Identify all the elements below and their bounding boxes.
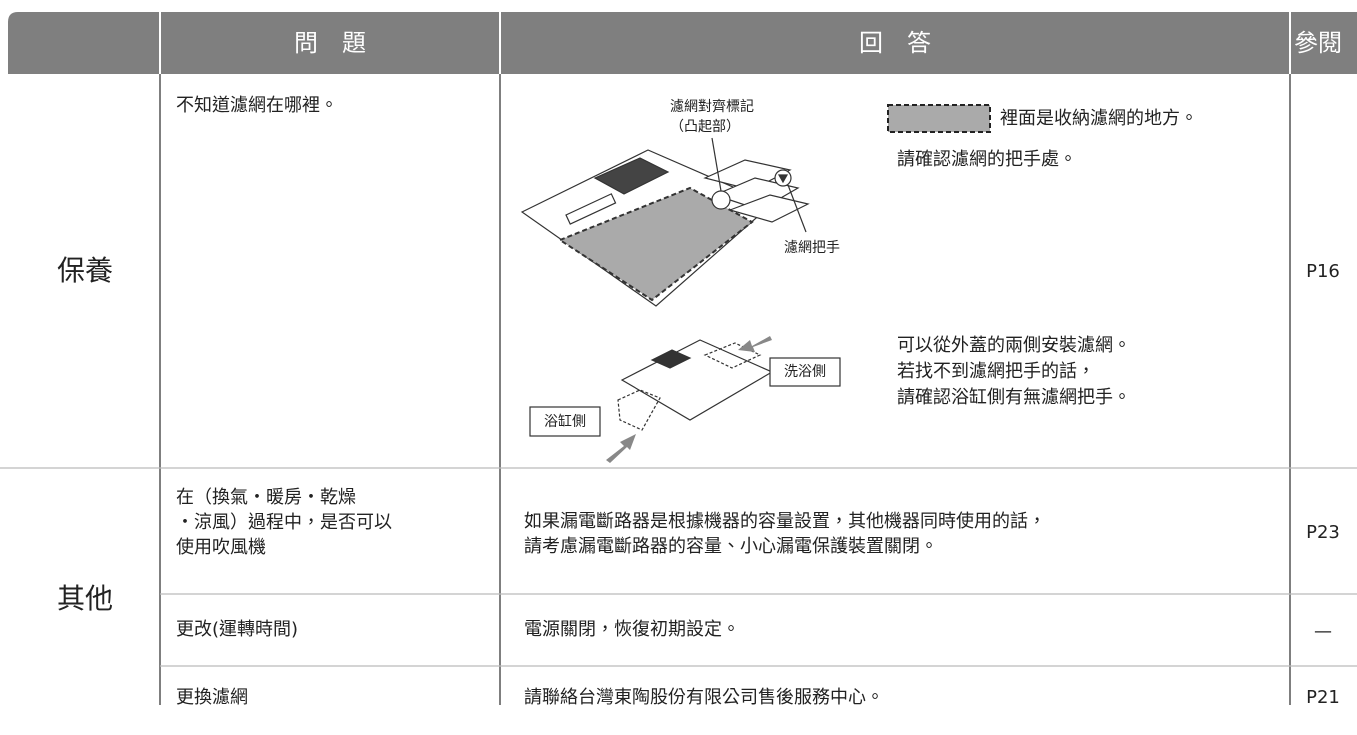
side-diagram xyxy=(529,339,841,437)
category: 其他 xyxy=(57,582,113,615)
header-answer: 回 答 xyxy=(859,29,931,57)
unit-diagram xyxy=(520,137,810,307)
answer-text: 如果漏電斷路器是根據機器的容量設置，其他機器同時使用的話， xyxy=(524,511,1046,532)
question: 不知道濾網在哪裡。 xyxy=(176,95,338,116)
answer-text: 可以從外蓋的兩側安裝濾網。 xyxy=(897,335,1131,356)
category: 保養 xyxy=(57,254,113,287)
row-lines xyxy=(0,467,1357,667)
answer-text: 請確認浴缸側有無濾網把手。 xyxy=(897,386,1131,408)
reference: P23 xyxy=(1306,522,1340,543)
question: 在（換氣・暖房・乾燥 xyxy=(176,487,356,508)
answer-text: 裡面是收納濾網的地方。 xyxy=(1000,108,1198,129)
diagram-label: 濾網對齊標記 xyxy=(670,98,754,115)
header-dividers xyxy=(159,12,1291,74)
header-band xyxy=(8,12,1357,74)
diagram-label: （凸起部） xyxy=(670,119,740,135)
reference: — xyxy=(1314,621,1332,642)
column-lines xyxy=(159,74,1291,705)
diagram-label: 洗浴側 xyxy=(784,364,826,380)
reference: P16 xyxy=(1306,261,1340,282)
question: 使用吹風機 xyxy=(176,537,266,558)
arrows xyxy=(606,336,772,463)
diagram-label: 浴缸側 xyxy=(544,413,586,430)
question: 更改(運轉時間) xyxy=(176,619,298,640)
legend-swatch xyxy=(887,104,991,133)
question: 更換濾網 xyxy=(176,687,248,708)
question: ・涼風）過程中，是否可以 xyxy=(176,512,392,533)
diagram-label: 濾網把手 xyxy=(784,240,840,256)
answer-text: 若找不到濾網把手的話， xyxy=(897,361,1095,382)
answer-text: 電源關閉，恢復初期設定。 xyxy=(524,619,740,640)
header-question: 問 題 xyxy=(294,29,366,57)
answer-text: 請確認濾網的把手處。 xyxy=(897,149,1077,170)
reference: P21 xyxy=(1306,687,1340,708)
answer-text: 請聯絡台灣東陶股份有限公司售後服務中心。 xyxy=(524,687,884,708)
answer-text: 請考慮漏電斷路器的容量、小心漏電保護裝置關閉。 xyxy=(524,536,938,557)
header-reference: 參閱 xyxy=(1294,29,1342,57)
